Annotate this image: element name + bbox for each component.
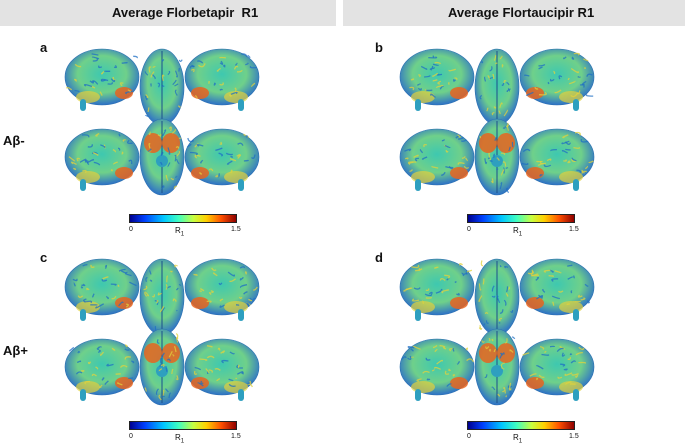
colorbar-label: R1 <box>513 226 522 238</box>
brain-render-d <box>397 255 597 415</box>
brain-medial-left-bottom <box>400 129 474 191</box>
brain-ventral-view <box>475 329 519 405</box>
brain-lateral-left-top <box>400 49 474 111</box>
colorbar-min: 0 <box>467 226 471 233</box>
brain-ventral-view <box>140 119 184 195</box>
brain-lateral-right-top <box>520 259 594 321</box>
colorbar-gradient <box>467 214 575 223</box>
brain-lateral-right-top <box>520 49 594 111</box>
brain-panel-a <box>62 45 262 205</box>
colorbar-min: 0 <box>467 433 471 440</box>
colorbar-label: R1 <box>175 433 184 445</box>
colorbar-max: 1.5 <box>231 433 241 440</box>
brain-dorsal-view <box>475 49 519 125</box>
colorbar-label: R1 <box>513 433 522 445</box>
brain-panel-c <box>62 255 262 415</box>
brain-panel-d <box>397 255 597 415</box>
colorbar-gradient <box>129 421 237 430</box>
colorbar-min: 0 <box>129 433 133 440</box>
panel-letter-b: b <box>375 40 383 55</box>
brain-render-a <box>62 45 262 205</box>
brain-medial-left-bottom <box>65 339 139 401</box>
brain-medial-left-bottom <box>400 339 474 401</box>
brain-medial-right-bottom <box>520 339 594 401</box>
brain-lateral-left-top <box>65 49 139 111</box>
brain-medial-left-bottom <box>65 129 139 191</box>
colorbar-gradient <box>467 421 575 430</box>
brain-lateral-right-top <box>185 49 259 111</box>
brain-dorsal-view <box>140 49 184 125</box>
brain-lateral-left-top <box>65 259 139 321</box>
brain-medial-right-bottom <box>520 129 594 191</box>
colorbar-max: 1.5 <box>569 226 579 233</box>
panel-letter-a: a <box>40 40 47 55</box>
brain-medial-right-bottom <box>185 339 259 401</box>
brain-medial-right-bottom <box>185 129 259 191</box>
brain-panel-b <box>397 45 597 205</box>
column-title-florbetapir: Average Florbetapir R1 <box>112 5 258 20</box>
colorbar-max: 1.5 <box>231 226 241 233</box>
brain-ventral-view <box>140 329 184 405</box>
brain-dorsal-view <box>140 259 184 335</box>
colorbar-gradient <box>129 214 237 223</box>
colorbar-max: 1.5 <box>569 433 579 440</box>
row-label-abeta-negative: Aβ- <box>3 133 25 148</box>
panel-letter-d: d <box>375 250 383 265</box>
colorbar-label: R1 <box>175 226 184 238</box>
brain-render-c <box>62 255 262 415</box>
brain-dorsal-view <box>475 259 519 335</box>
column-title-flortaucipir: Average Flortaucipir R1 <box>448 5 594 20</box>
panel-letter-c: c <box>40 250 47 265</box>
brain-lateral-right-top <box>185 259 259 321</box>
brain-render-b <box>397 45 597 205</box>
brain-lateral-left-top <box>400 259 474 321</box>
row-label-abeta-positive: Aβ+ <box>3 343 28 358</box>
brain-ventral-view <box>475 119 519 195</box>
colorbar-min: 0 <box>129 226 133 233</box>
